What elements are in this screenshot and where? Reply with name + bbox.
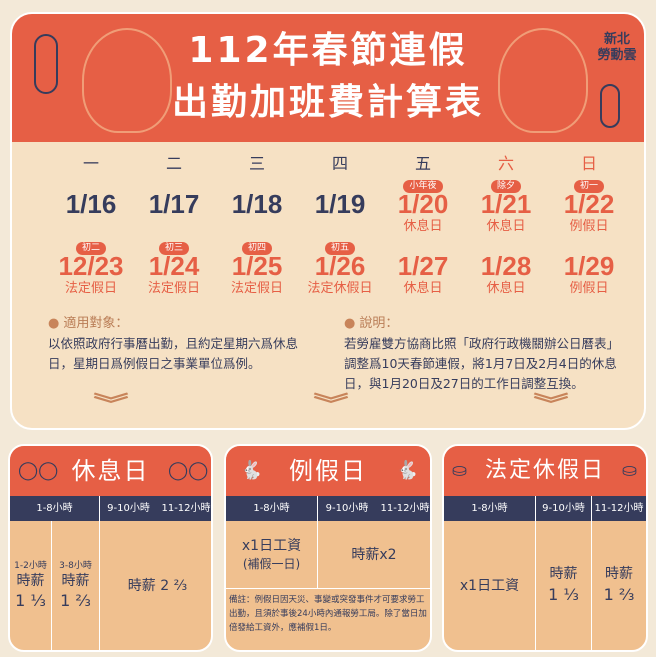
calendar-date: 1/24 (148, 251, 200, 281)
lunar-tag: 小年夜 (381, 176, 465, 193)
gold-ingot-icon: ⛀ (452, 460, 468, 481)
header-9-10h: 9-10小時 (318, 496, 376, 521)
header-11-12h: 11-12小時 (592, 496, 646, 521)
day-type-label: 法定假日 (230, 281, 283, 296)
desc-text: 若勞雇雙方協商比照「政府行政機關辦公日曆表」 調整爲10天春節連假，將1月7日及2… (344, 336, 620, 391)
header-1-8h: 1-8小時 (226, 496, 318, 521)
weekday-label: 一 (82, 154, 99, 173)
rate-1-2h: 1-2小時 時薪 1 ⅓ (10, 521, 52, 650)
rabbit-icon: 🐇 (396, 460, 419, 481)
rate-3-8h: 3-8小時 時薪 1 ⅔ (52, 521, 100, 650)
scope-text: 以依照政府行事曆出勤，且約定星期六爲休息 日，星期日爲例假日之事業單位爲例。 (48, 336, 299, 371)
rate-9-12h: 時薪x2 (351, 546, 397, 563)
national-holiday-title: 法定休假日 (444, 446, 646, 496)
rate-9-12h: 時薪 2 ⅔ (127, 577, 188, 594)
day-type-label: 休息日 (486, 219, 526, 234)
chevron-down-icon: ︾ (93, 393, 129, 418)
calendar-date: 1/18 (231, 189, 283, 219)
calendar-date: 1/22 (563, 189, 615, 219)
weekday-label: 六 (497, 154, 514, 173)
calendar-date: 1/16 (65, 189, 117, 219)
title-line2: 出勤加班費計算表 (171, 82, 484, 123)
rest-day-title: 休息日 (10, 446, 211, 496)
rabbit-icon: 🐇 (240, 460, 263, 481)
rate-1-8h: x1日工資 (444, 521, 536, 650)
regular-leave-note: 備註：例假日因天災、事變或突發事件才可要求勞工 出勤，且須於事後24小時內通報勞工… (226, 588, 430, 650)
calendar-date: 1/28 (480, 251, 532, 281)
rest-day-card: 休息日 ◯◯ ◯◯ 1-8小時 9-10小時 11-12小時 1-2小時 時薪 1 … (8, 444, 213, 652)
weekday-label: 五 (414, 154, 431, 173)
weekday-label: 三 (248, 154, 265, 173)
day-type-label: 例假日 (569, 281, 609, 296)
header-1-8h: 1-8小時 (10, 496, 100, 521)
lunar-tag: 除夕 (464, 176, 548, 193)
header-9-10h: 9-10小時 (536, 496, 592, 521)
chevron-down-icon: ︾ (313, 393, 349, 418)
calendar-date: 1/17 (148, 189, 200, 219)
calendar-date: 1/20 (397, 189, 449, 219)
calendar-date: 12/23 (58, 251, 124, 281)
day-type-label: 法定假日 (64, 281, 117, 296)
lantern-icon (34, 34, 58, 94)
rate-11-12h: 時薪 1 ⅔ (603, 565, 635, 604)
weekday-label: 四 (331, 154, 348, 173)
day-type-label: 法定假日 (147, 281, 200, 296)
rate-1-8h: x1日工資 (補假一日) (226, 521, 318, 588)
orange-icon: ◯◯ (168, 460, 209, 481)
header-11-12h: 11-12小時 (157, 496, 211, 521)
day-type-label: 休息日 (403, 281, 443, 296)
day-type-label: 法定休假日 (307, 281, 373, 296)
calendar-date: 1/21 (480, 189, 532, 219)
lunar-tag: 初一 (547, 176, 631, 193)
gold-ingot-icon: ⛀ (622, 460, 638, 481)
rabbit-icon (498, 28, 588, 133)
lunar-tag: 初三 (132, 238, 216, 255)
weekday-label: 日 (580, 154, 597, 173)
header-banner: 112年春節連假 出勤加班費計算表 新北 勞動雲 (12, 14, 644, 142)
header-11-12h: 11-12小時 (376, 496, 430, 521)
orange-icon: ◯◯ (18, 460, 59, 481)
desc-title: 說明： (344, 316, 398, 332)
scope-title: 適用對象： (48, 316, 128, 332)
title-line1: 112年春節連假 (188, 30, 468, 71)
header-1-8h: 1-8小時 (444, 496, 536, 521)
lunar-tag: 初四 (215, 238, 299, 255)
day-type-label: 休息日 (403, 219, 443, 234)
lunar-tag: 初二 (49, 238, 133, 255)
rate-9-10h: 時薪 1 ⅓ (536, 521, 592, 650)
weekday-label: 二 (165, 154, 182, 173)
calendar-date: 1/29 (563, 251, 615, 281)
logo: 新北 勞動雲 (597, 32, 637, 63)
regular-leave-title: 例假日 (226, 446, 430, 496)
calendar-date: 1/27 (397, 251, 449, 281)
regular-leave-card: 例假日 🐇 🐇 1-8小時 9-10小時 11-12小時 x1日工資 (補假一日)… (224, 444, 432, 652)
day-type-label: 例假日 (569, 219, 609, 234)
lantern-icon (600, 84, 620, 128)
lunar-tag: 初五 (298, 238, 382, 255)
rabbit-icon (82, 28, 172, 133)
calendar-date: 1/19 (314, 189, 366, 219)
national-holiday-card: 法定休假日 ⛀ ⛀ 1-8小時 9-10小時 11-12小時 x1日工資 時薪 1… (442, 444, 648, 652)
calendar-panel: 112年春節連假 出勤加班費計算表 新北 勞動雲 一 二 三 四 五 六 日 1/16 1/17 1… (10, 12, 646, 430)
calendar-date: 1/25 (231, 251, 283, 281)
day-type-label: 休息日 (486, 281, 526, 296)
header-9-10h: 9-10小時 (100, 496, 157, 521)
chevron-down-icon: ︾ (533, 393, 569, 418)
calendar-date: 1/26 (314, 251, 366, 281)
